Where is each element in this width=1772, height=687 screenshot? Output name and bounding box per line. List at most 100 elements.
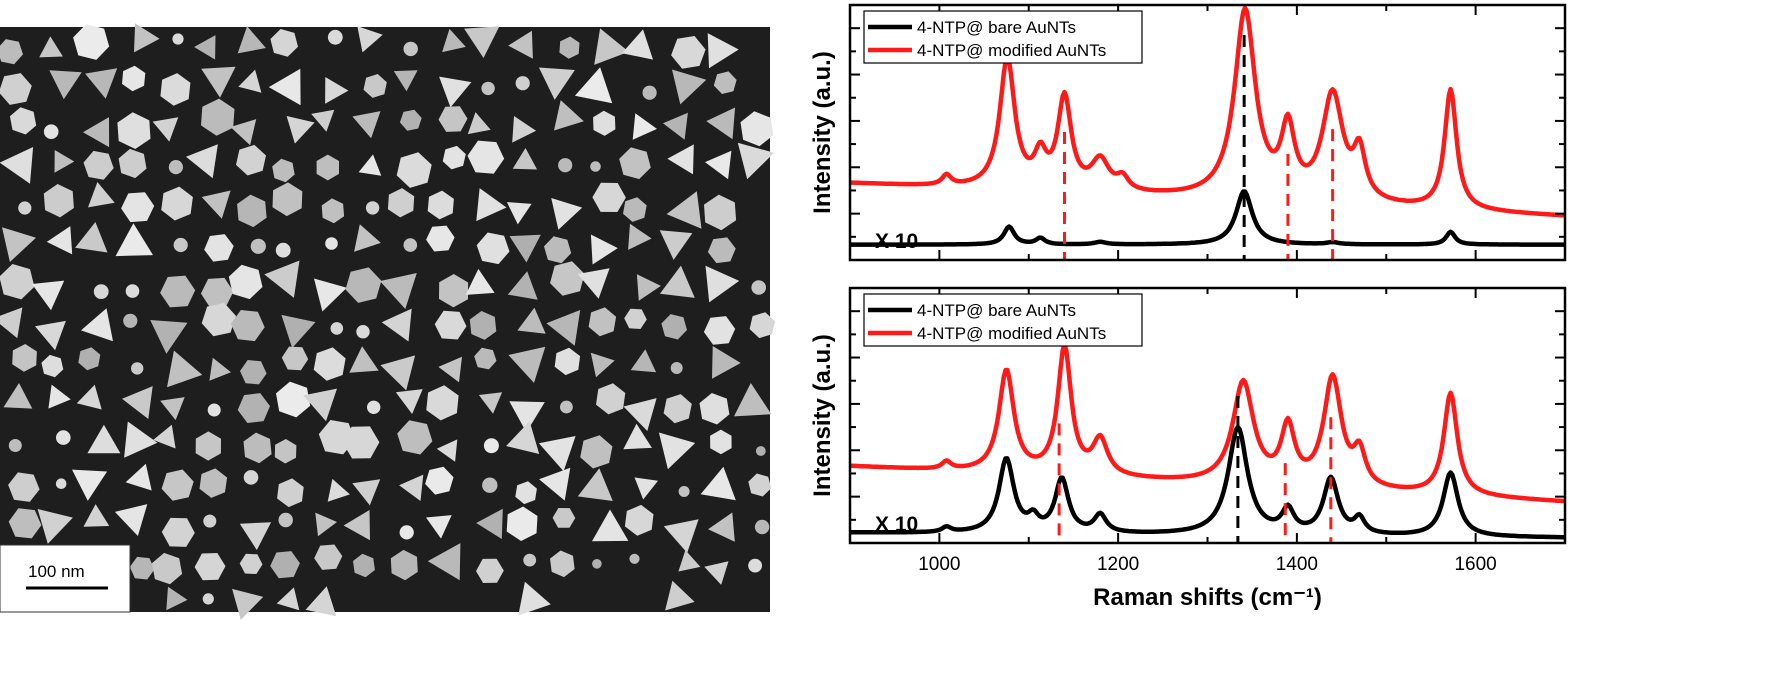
nanoplate <box>699 393 730 425</box>
nanosphere <box>125 284 140 298</box>
nanotriangle <box>76 384 102 410</box>
nanosphere <box>523 553 537 567</box>
nanotriangle <box>150 320 188 354</box>
nanotriangle <box>37 509 73 544</box>
nanoplate <box>237 194 267 228</box>
nanosphere <box>275 242 291 258</box>
nanoplate <box>550 550 575 578</box>
nanoplate <box>624 504 654 536</box>
nanotriangle <box>39 36 63 58</box>
x-tick-label: 1600 <box>1454 554 1496 575</box>
nanotriangle <box>659 265 695 298</box>
nanotriangle <box>712 346 741 379</box>
legend-label: 4-NTP@ modified AuNTs <box>917 324 1106 343</box>
nanotriangle <box>358 154 382 176</box>
nanosphere <box>678 486 690 497</box>
nanosphere <box>592 559 602 569</box>
nanotriangle <box>3 383 33 409</box>
legend-label: 4-NTP@ bare AuNTs <box>917 18 1076 37</box>
nanosphere <box>367 400 381 414</box>
nanoplate <box>623 197 647 222</box>
nanotriangle <box>239 522 272 551</box>
nanoplate <box>43 184 74 218</box>
nanotriangle <box>311 109 335 132</box>
nanosphere <box>173 237 188 253</box>
nanoparticle-field <box>0 23 775 620</box>
x-tick-label: 1400 <box>1276 554 1318 575</box>
nanoplate <box>740 111 774 147</box>
nanoplate <box>624 308 647 329</box>
nanotriangle <box>476 508 503 539</box>
nanoplate <box>713 71 737 94</box>
nanoplate <box>434 310 467 340</box>
nanoplate <box>240 360 267 385</box>
nanotriangle <box>72 469 108 501</box>
nanotriangle <box>594 28 629 65</box>
nanoplate <box>243 432 272 464</box>
nanotriangle <box>115 223 153 257</box>
nanotriangle <box>506 202 532 225</box>
nanotriangle <box>166 586 188 611</box>
nanotriangle <box>590 234 618 265</box>
nanotriangle <box>379 273 417 309</box>
nanotriangle <box>509 401 545 433</box>
nanotriangle <box>464 26 500 58</box>
nanoplate <box>425 466 454 495</box>
nanotriangle <box>0 147 34 184</box>
legend: 4-NTP@ bare AuNTs 4-NTP@ modified AuNTs <box>863 10 1143 64</box>
nanoplate <box>554 347 581 376</box>
nanoplate <box>270 29 298 57</box>
nanosphere <box>202 593 214 605</box>
nanoplate <box>117 112 151 149</box>
nanotriangle <box>122 386 153 419</box>
nanotriangle <box>538 67 575 100</box>
nanotriangle <box>0 307 23 339</box>
nanotriangle <box>381 308 412 342</box>
nanotriangle <box>167 350 203 388</box>
nanotriangle <box>46 226 73 255</box>
nanoplate <box>596 383 626 415</box>
nanotriangle <box>354 224 381 252</box>
nanosphere <box>399 525 414 540</box>
nanosphere <box>481 81 495 96</box>
nanoplate <box>274 439 297 464</box>
nanoplate <box>129 556 155 580</box>
nanoplate <box>544 236 572 264</box>
nanotriangle <box>590 352 615 378</box>
nanoplate <box>281 346 309 371</box>
y-axis-title: Intensity (a.u.) <box>809 51 836 214</box>
nanoplate <box>316 154 339 181</box>
nanoplate <box>469 311 497 340</box>
nanoplate <box>194 553 226 581</box>
nanotriangle <box>538 436 576 472</box>
nanoplate <box>314 544 343 570</box>
nanoplate <box>710 429 732 455</box>
nanosphere <box>751 280 766 295</box>
nanotriangle <box>704 561 729 585</box>
nanotriangle <box>186 144 218 179</box>
nanotriangle <box>659 230 693 260</box>
nanotriangle <box>667 144 694 175</box>
nanotriangle <box>352 479 381 506</box>
nanotriangle <box>201 190 231 219</box>
nanotriangle <box>623 398 657 431</box>
nanotriangle <box>395 389 423 414</box>
nanotriangle <box>539 467 571 501</box>
nanotriangle <box>399 474 424 501</box>
nanoplate <box>506 506 538 541</box>
nanoplate <box>228 264 263 300</box>
nanotriangle <box>85 68 118 99</box>
nanotriangle <box>31 280 65 311</box>
nanotriangle <box>678 550 701 572</box>
spectrum-line-modified <box>849 5 1566 218</box>
nanoplate <box>201 98 235 136</box>
nanotriangle <box>663 519 699 553</box>
nanotriangle <box>436 439 458 462</box>
nanoplate <box>78 347 101 371</box>
nanotriangle <box>672 69 707 105</box>
nanotriangle <box>507 271 538 300</box>
nanotriangle <box>476 188 507 222</box>
legend: 4-NTP@ bare AuNTs 4-NTP@ modified AuNTs <box>863 293 1143 347</box>
nanoplate <box>390 549 418 581</box>
nanotriangle <box>630 349 657 373</box>
